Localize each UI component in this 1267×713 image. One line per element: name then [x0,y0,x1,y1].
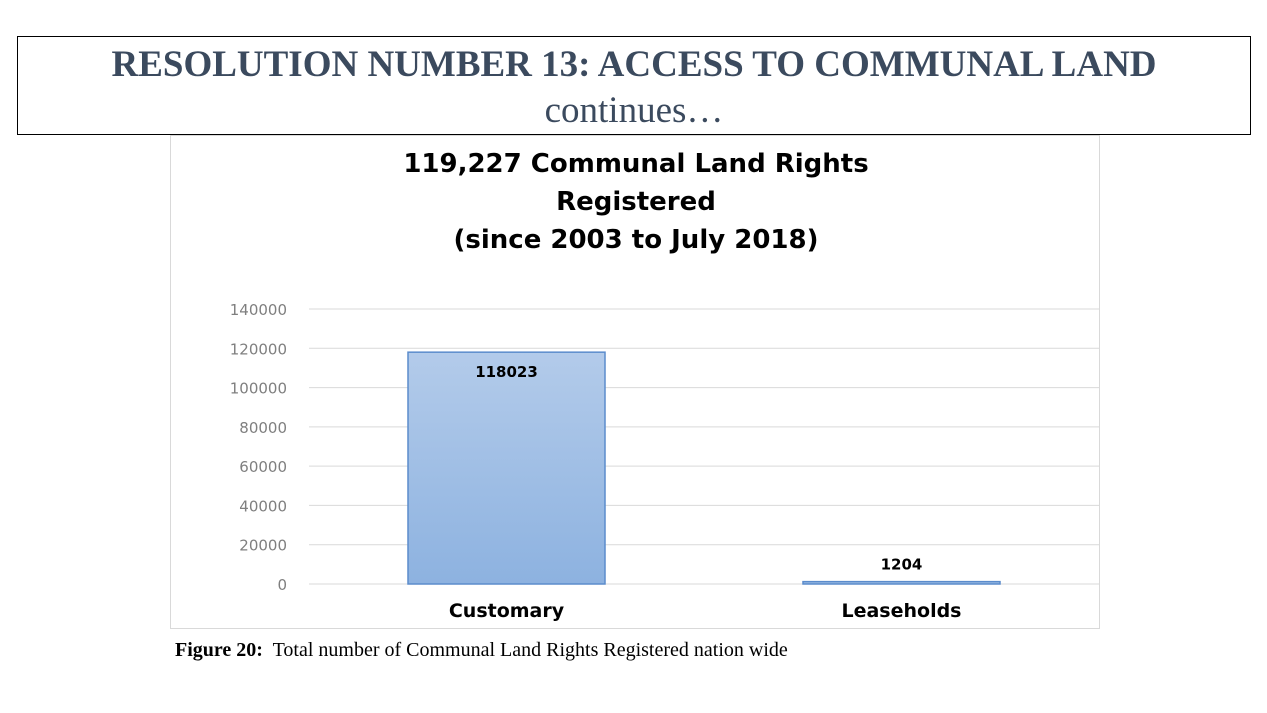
figure-caption: Figure 20: Total number of Communal Land… [175,639,788,662]
slide-title: RESOLUTION NUMBER 13: ACCESS TO COMMUNAL… [111,44,1157,85]
data-label: 118023 [475,363,538,381]
y-tick-label: 20000 [239,537,287,555]
y-tick-label: 120000 [230,340,287,358]
title-box: RESOLUTION NUMBER 13: ACCESS TO COMMUNAL… [17,36,1251,135]
bar-leaseholds [802,580,1001,585]
bar-chart: 119,227 Communal Land Rights Registered (s… [230,149,1099,622]
y-tick-label: 60000 [239,458,287,476]
bar-customary [407,351,606,585]
x-tick-label: Leaseholds [841,600,961,622]
y-tick-label: 40000 [239,497,287,515]
y-tick-label: 80000 [239,419,287,437]
caption-text: Total number of Communal Land Rights Reg… [272,639,788,661]
chart-title-line: (since 2003 to July 2018) [454,225,819,255]
data-label: 1204 [881,556,923,574]
chart-frame: 119,227 Communal Land Rights Registered (s… [170,135,1100,629]
y-tick-label: 100000 [230,380,287,398]
chart-title-line: 119,227 Communal Land Rights [403,149,868,179]
caption-label: Figure 20: [175,639,263,661]
chart-title-line: Registered [556,187,716,217]
y-tick-label: 0 [277,576,287,594]
y-tick-label: 140000 [230,301,287,319]
slide-subtitle: continues… [544,90,724,131]
x-tick-label: Customary [449,600,565,622]
